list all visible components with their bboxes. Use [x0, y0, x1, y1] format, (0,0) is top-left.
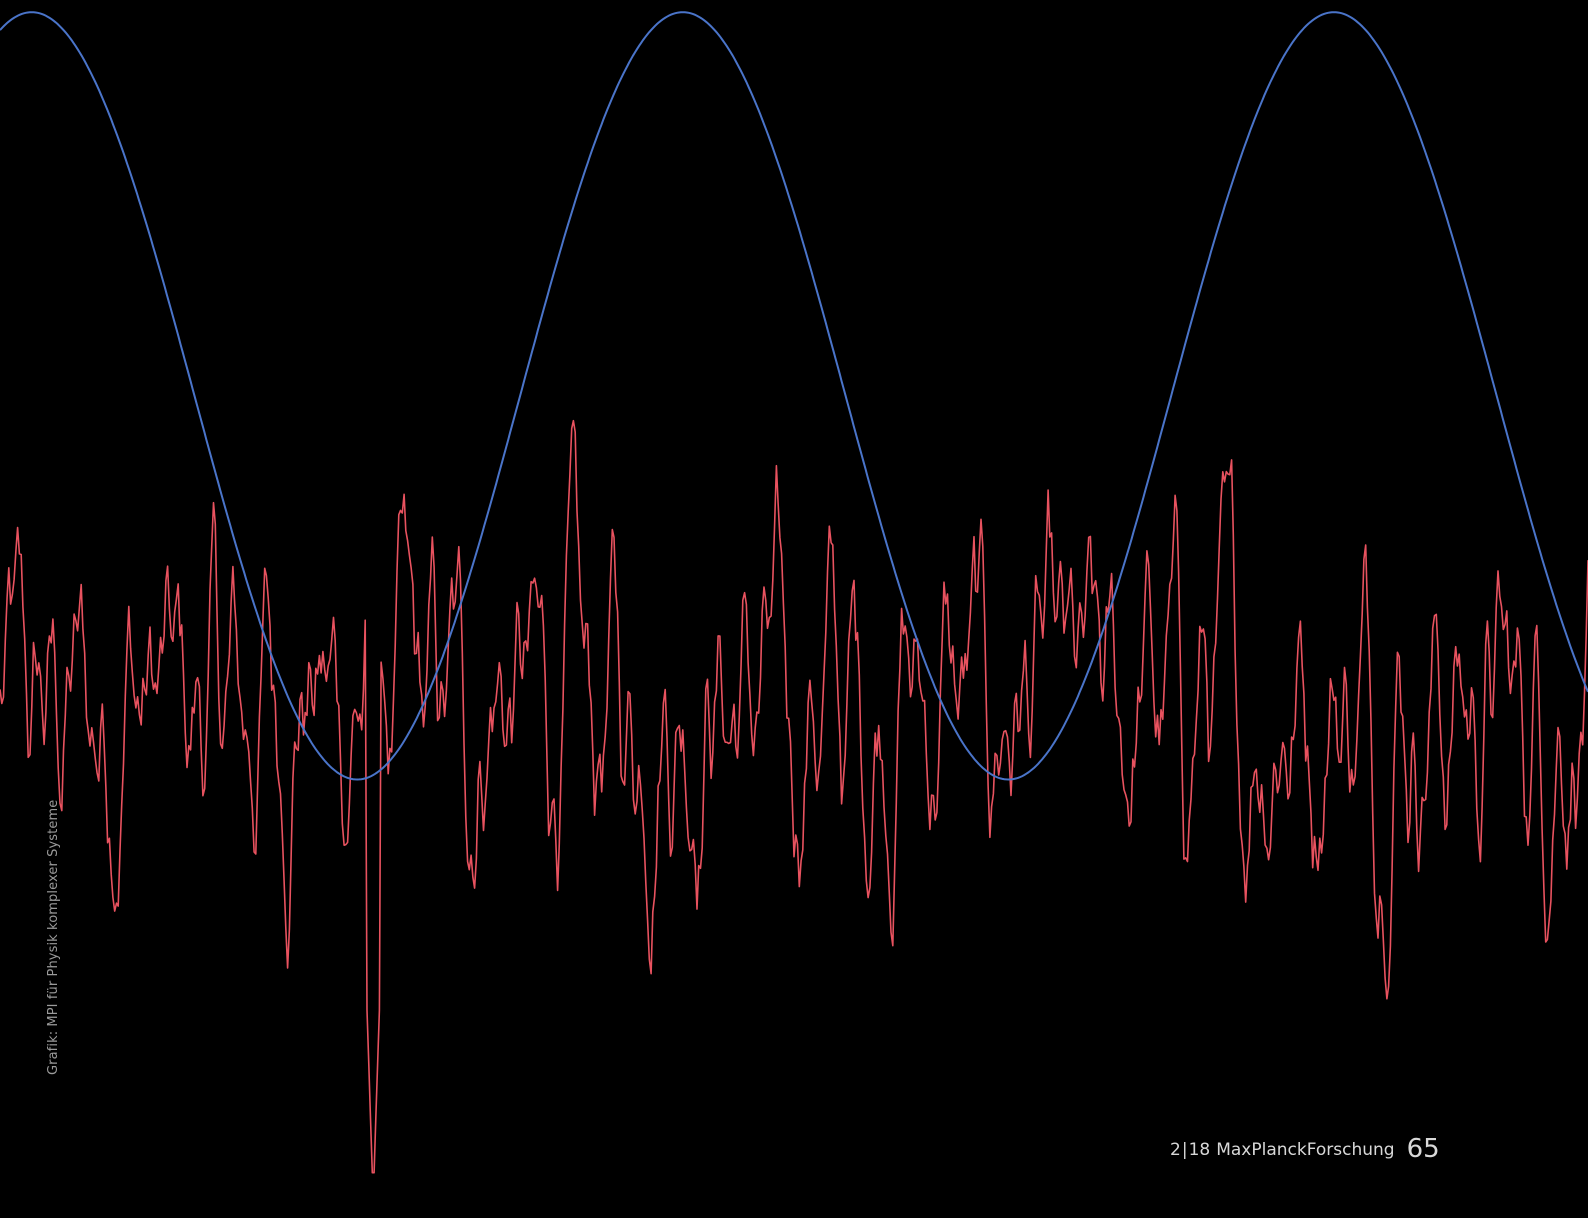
blue-sine-series-line	[0, 11, 1588, 781]
magazine-name: MaxPlanckForschung	[1216, 1140, 1395, 1160]
page-footer: 2|18 MaxPlanckForschung 65	[1170, 1132, 1440, 1164]
issue-separator: |	[1181, 1140, 1188, 1160]
image-credit: Grafik: MPI für Physik komplexer Systeme	[46, 799, 61, 1075]
red-noise-series-line	[0, 419, 1588, 1174]
page-number: 65	[1406, 1134, 1440, 1164]
issue-number: 2	[1170, 1140, 1181, 1160]
issue-year: 18	[1188, 1140, 1211, 1160]
